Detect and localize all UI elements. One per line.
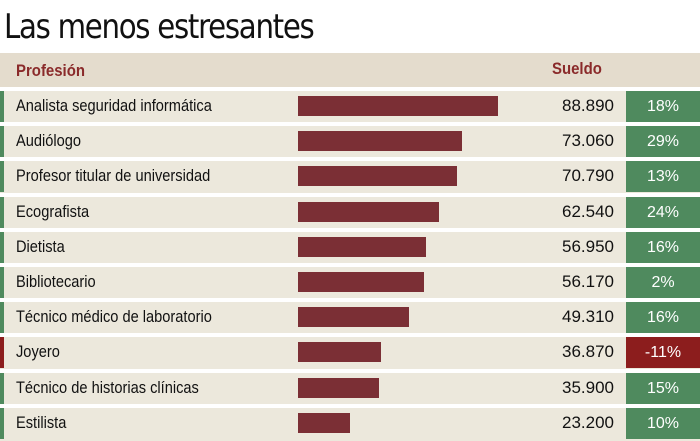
change-badge: 16% [626,302,700,334]
profession-label: Profesor titular de universidad [16,166,211,186]
row-accent-stripe [0,337,4,369]
row-accent-stripe [0,302,4,334]
change-badge: 18% [626,91,700,122]
header-salary: Sueldo [552,59,602,78]
salary-value: 56.950 [562,236,614,256]
row-accent-stripe [0,196,4,228]
row-separator [0,368,700,373]
salary-bar [298,236,426,257]
salary-table: Profesión Sueldo Analista seguridad info… [0,53,700,441]
table-header: Profesión Sueldo [0,53,700,91]
salary-value: 88.890 [562,96,614,115]
salary-bar [298,377,379,398]
row-accent-stripe [0,407,4,439]
change-badge: 16% [626,231,700,263]
salary-value: 56.170 [562,272,614,291]
table-row: Joyero 36.870 -11% [0,337,700,369]
row-accent-stripe [0,267,4,298]
chart-title: Las menos estresantes [4,7,315,47]
row-separator [0,157,700,162]
profession-label: Joyero [16,342,60,362]
change-badge: 13% [626,161,700,193]
row-separator [0,87,700,91]
table-row: Profesor titular de universidad 70.790 13% [0,161,700,193]
salary-bar [298,272,424,292]
table-row: Bibliotecario 56.170 2% [0,267,700,298]
table-row: Audiólogo 73.060 29% [0,126,700,158]
salary-bar [298,342,381,363]
change-badge: 15% [626,372,700,404]
salary-value: 35.900 [562,377,614,397]
row-accent-stripe [0,91,4,122]
table-row: Técnico de historias clínicas 35.900 15% [0,372,700,404]
salary-value: 36.870 [562,342,614,362]
table-row: Ecografista 62.540 24% [0,196,700,228]
salary-value: 73.060 [562,131,614,151]
row-separator [0,192,700,197]
profession-label: Estilista [16,412,67,432]
salary-value: 49.310 [562,307,614,327]
salary-bar [298,201,439,222]
row-accent-stripe [0,372,4,404]
salary-bar [298,412,350,433]
table-row: Estilista 23.200 10% [0,407,700,439]
table-row: Técnico médico de laboratorio 49.310 16% [0,302,700,334]
change-badge: 24% [626,196,700,228]
change-badge: 2% [626,267,700,298]
header-profession: Profesión [16,61,85,80]
profession-label: Técnico de historias clínicas [16,377,199,397]
change-badge: -11% [626,337,700,369]
change-badge: 29% [626,126,700,158]
salary-value: 62.540 [562,201,614,221]
table-row: Analista seguridad informática 88.890 18% [0,91,700,122]
row-separator [0,263,700,267]
salary-value: 70.790 [562,166,614,186]
row-separator [0,122,700,127]
salary-value: 23.200 [562,412,614,432]
table-row: Dietista 56.950 16% [0,231,700,263]
profession-label: Dietista [16,236,65,256]
row-accent-stripe [0,161,4,193]
profession-label: Ecografista [16,201,90,221]
change-badge: 10% [626,407,700,439]
profession-label: Técnico médico de laboratorio [16,307,212,327]
row-separator [0,298,700,303]
salary-bar [298,307,409,328]
salary-bar [298,131,462,152]
profession-label: Audiólogo [16,131,82,151]
row-separator [0,227,700,232]
row-separator [0,333,700,338]
row-accent-stripe [0,231,4,263]
profession-label: Analista seguridad informática [16,96,212,115]
row-accent-stripe [0,126,4,158]
profession-label: Bibliotecario [16,272,96,291]
row-separator [0,403,700,408]
salary-bar [298,166,457,187]
salary-bar [298,96,498,116]
